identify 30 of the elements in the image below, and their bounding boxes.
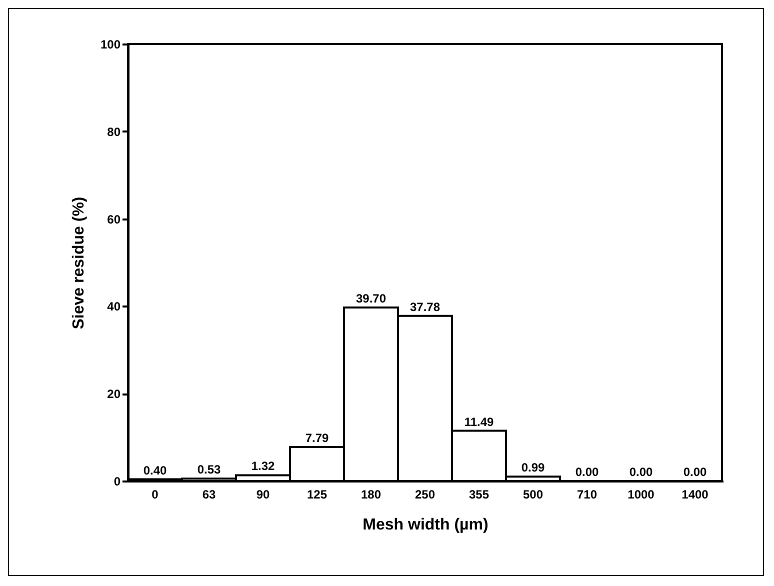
y-tick-label: 60: [107, 212, 121, 226]
x-tick-label: 0: [152, 488, 159, 502]
data-label: 0.00: [629, 465, 653, 479]
x-tick-label: 500: [522, 488, 544, 502]
x-tick-label: 125: [306, 488, 328, 502]
data-label: 11.49: [464, 414, 494, 429]
x-tick-label: 710: [576, 488, 598, 502]
data-label: 0.99: [521, 460, 545, 475]
data-label: 0.00: [683, 465, 707, 479]
x-axis-title: Mesh width (µm): [362, 516, 488, 534]
y-tick-label: 20: [107, 387, 121, 402]
data-label: 7.79: [305, 430, 329, 445]
y-tick-label: 0: [114, 474, 121, 488]
x-tick-label: 63: [202, 488, 216, 502]
x-tick-label: 1400: [682, 488, 709, 502]
data-label: 0.40: [143, 463, 167, 478]
data-label: 37.78: [410, 300, 440, 314]
y-tick-label: 40: [107, 300, 121, 314]
y-tick-label: 100: [100, 38, 121, 52]
x-tick-label: 355: [468, 488, 490, 502]
data-label: 0.00: [575, 465, 599, 479]
data-label: 0.53: [197, 462, 221, 477]
data-label: 39.70: [356, 292, 386, 306]
data-label: 1.32: [251, 459, 275, 474]
x-tick-label: 90: [256, 488, 270, 502]
x-tick-label: 180: [360, 488, 382, 502]
x-tick-label: 1000: [628, 488, 655, 502]
y-tick-label: 80: [107, 124, 121, 139]
y-axis-title: Sieve residue (%): [70, 196, 88, 330]
x-tick-label: 250: [414, 488, 436, 502]
